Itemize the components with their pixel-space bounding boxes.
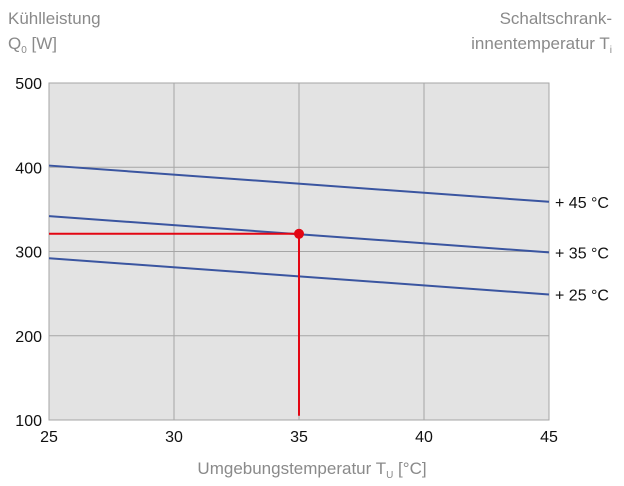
marker-guides — [49, 228, 304, 416]
x-axis-title: Umgebungstemperatur TU [°C] — [197, 459, 426, 481]
x-axis-title-unit: [°C] — [393, 459, 426, 478]
series-label-2: + 25 °C — [555, 287, 609, 304]
y-tick-label-200: 200 — [15, 329, 42, 346]
series-label-1: + 35 °C — [555, 245, 609, 262]
y-tick-label-300: 300 — [15, 245, 42, 262]
y-axis-title-unit: [W] — [27, 34, 57, 53]
x-tick-label-45: 45 — [540, 429, 558, 446]
y-tick-label-100: 100 — [15, 413, 42, 430]
marker-point — [294, 228, 304, 239]
right-title-line2: innentemperatur Ti — [471, 34, 612, 56]
y-axis-title-line2: Q0 [W] — [8, 34, 57, 56]
x-tick-label-40: 40 — [415, 429, 433, 446]
y-axis-title-line1: Kühlleistung — [8, 9, 101, 28]
y-axis-title-q: Q — [8, 34, 21, 53]
x-tick-label-35: 35 — [290, 429, 308, 446]
x-axis-title-sub: U — [386, 470, 393, 481]
x-axis-title-main: Umgebungstemperatur T — [197, 459, 386, 478]
y-axis-title-q-sub: 0 — [21, 45, 27, 56]
x-tick-label-30: 30 — [165, 429, 183, 446]
right-title-line1: Schaltschrank- — [500, 9, 612, 28]
y-tick-label-400: 400 — [15, 160, 42, 177]
series-label-0: + 45 °C — [555, 195, 609, 212]
right-title-sub: i — [610, 45, 612, 56]
axis-ticks: 25 30 35 40 45 100 200 300 400 500 — [15, 76, 558, 446]
series-line-0 — [48, 164, 550, 203]
right-title-main: innentemperatur T — [471, 34, 610, 53]
y-tick-label-500: 500 — [15, 76, 42, 93]
x-tick-label-25: 25 — [40, 429, 58, 446]
